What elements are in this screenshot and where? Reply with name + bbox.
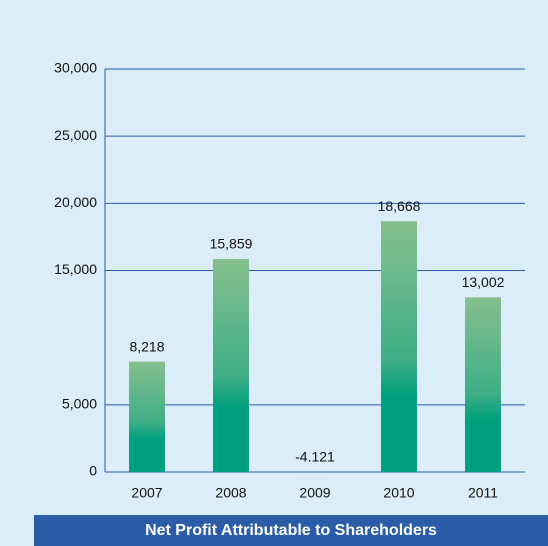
value-label: -4.121 <box>295 449 335 465</box>
bar <box>381 221 417 472</box>
y-tick-label: 20,000 <box>54 194 97 210</box>
y-tick-label: 25,000 <box>54 127 97 143</box>
value-label: 13,002 <box>462 274 505 290</box>
y-tick-label: 5,000 <box>62 396 97 412</box>
x-tick-label: 2007 <box>131 485 162 501</box>
value-label: 8,218 <box>129 338 164 354</box>
x-tick-label: 2008 <box>215 485 246 501</box>
bar <box>213 258 249 472</box>
y-tick-label: 0 <box>89 463 97 479</box>
chart-title: Net Profit Attributable to Shareholders <box>145 522 437 539</box>
x-tick-label: 2010 <box>383 485 414 501</box>
bar <box>129 361 165 472</box>
y-tick-label: 30,000 <box>54 60 97 76</box>
bar <box>465 297 501 472</box>
value-label: 18,668 <box>378 198 421 214</box>
value-label: 15,859 <box>210 236 253 252</box>
x-tick-label: 2009 <box>299 485 330 501</box>
x-tick-label: 2011 <box>468 485 498 501</box>
title-banner <box>34 515 548 546</box>
y-tick-label: 15,000 <box>54 261 97 277</box>
